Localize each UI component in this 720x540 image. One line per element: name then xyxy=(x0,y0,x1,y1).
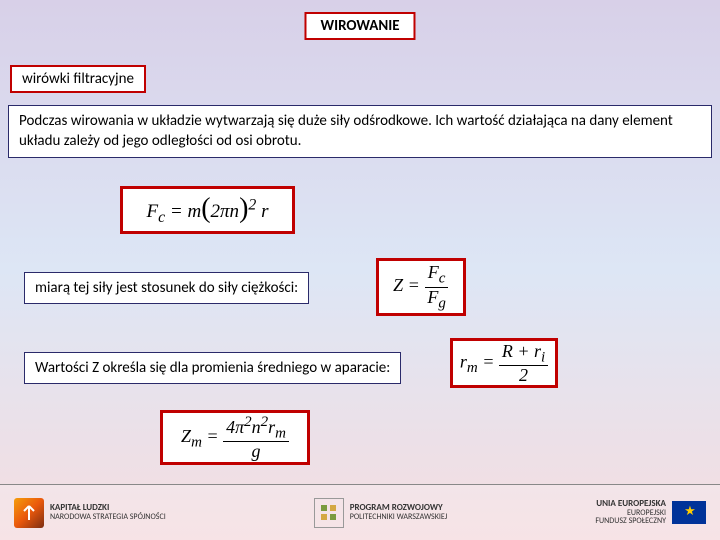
formula-text: F xyxy=(427,287,438,307)
formula-text: = xyxy=(202,426,223,446)
formula-sub: c xyxy=(439,271,446,287)
logo-subtitle: POLITECHNIKI WARSZAWSKIEJ xyxy=(350,512,448,522)
formula-text: R + r xyxy=(502,341,541,361)
logo-eu: UNIA EUROPEJSKA EUROPEJSKI FUNDUSZ SPOŁE… xyxy=(595,499,706,526)
mean-radius-text: Wartości Z określa się dla promienia śre… xyxy=(24,352,401,384)
formula-text: 2πn xyxy=(211,201,240,222)
formula-exp: 2 xyxy=(244,414,252,430)
formula-text: 4π xyxy=(226,417,244,437)
formula-text: Z xyxy=(181,426,191,446)
formula-sub: m xyxy=(275,425,286,441)
logo-subtitle: NARODOWA STRATEGIA SPÓJNOŚCI xyxy=(50,512,166,522)
formula-sub: m xyxy=(191,434,202,450)
formula-text: F xyxy=(147,201,159,222)
formula-text: Z = xyxy=(393,275,424,295)
formula-z-ratio: Z = FcFg xyxy=(376,258,466,316)
formula-sub: g xyxy=(438,295,446,311)
footer-bar: KAPITAŁ LUDZKI NARODOWA STRATEGIA SPÓJNO… xyxy=(0,484,720,540)
formula-centrifugal-force: Fc = m(2πn)2 r xyxy=(120,186,295,234)
formula-text: 2 xyxy=(516,366,531,384)
formula-text: g xyxy=(249,442,264,460)
pr-badge-icon xyxy=(314,498,344,528)
formula-exp: 2 xyxy=(261,414,269,430)
formula-text: F xyxy=(428,262,439,282)
formula-sub: m xyxy=(467,360,478,376)
formula-mean-radius: rm = R + ri2 xyxy=(450,338,558,388)
paren: ( xyxy=(201,193,210,224)
formula-sub: i xyxy=(541,349,545,365)
formula-text: r xyxy=(256,201,268,222)
body-text: Podczas wirowania w układzie wytwarzają … xyxy=(8,105,712,158)
kl-badge-icon xyxy=(14,498,44,528)
eu-flag-icon: ★ xyxy=(672,501,706,524)
formula-text: r xyxy=(460,351,467,371)
formula-zm: Zm = 4π2n2rmg xyxy=(160,410,310,465)
subtitle-label: wirówki filtracyjne xyxy=(10,65,146,93)
logo-subtitle: FUNDUSZ SPOŁECZNY xyxy=(595,516,666,526)
formula-text: = xyxy=(478,351,499,371)
logo-program-rozwojowy: PROGRAM ROZWOJOWY POLITECHNIKI WARSZAWSK… xyxy=(314,498,448,528)
page-title: WIROWANIE xyxy=(304,12,415,40)
formula-text: n xyxy=(252,417,261,437)
logo-kapital-ludzki: KAPITAŁ LUDZKI NARODOWA STRATEGIA SPÓJNO… xyxy=(14,498,166,528)
measure-text: miarą tej siły jest stosunek do siły cię… xyxy=(24,272,309,304)
formula-text: = m xyxy=(165,201,201,222)
paren: ) xyxy=(239,193,248,224)
